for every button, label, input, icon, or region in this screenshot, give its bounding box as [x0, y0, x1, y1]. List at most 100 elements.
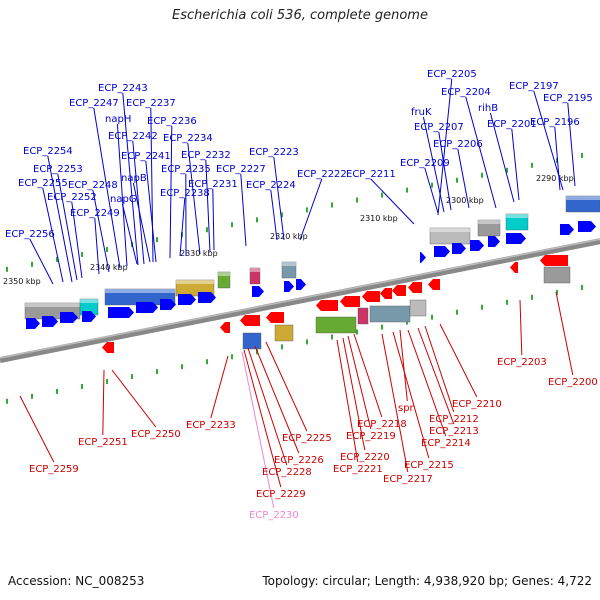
top-gene-label: ECP_2232 — [181, 150, 231, 161]
gene-block-shade — [566, 196, 600, 200]
leader-line — [29, 238, 54, 285]
top-gene-label: ECP_2196 — [530, 117, 580, 128]
bottom-gene-label: ECP_2230 — [249, 510, 299, 521]
tick-mark — [156, 237, 158, 243]
reverse-gene-arrow — [220, 322, 230, 333]
leader-line — [347, 335, 372, 430]
leader-line — [424, 167, 439, 214]
tick-mark — [306, 339, 308, 345]
top-gene-label-group: ECP_2253 — [33, 164, 83, 175]
top-gene-label: ECP_2209 — [400, 158, 450, 169]
bottom-gene-label: ECP_2226 — [274, 455, 324, 466]
reverse-gene-arrow — [266, 312, 284, 323]
top-gene-label: ECP_2211 — [346, 169, 396, 180]
forward-gene-arrow — [26, 318, 40, 329]
top-gene-label: ECP_2231 — [188, 179, 238, 190]
top-gene-label: napH — [105, 114, 131, 125]
top-gene-label-group: ECP_2254 — [23, 146, 73, 157]
leader-line — [417, 327, 455, 425]
leader-line — [392, 331, 430, 459]
gene-block — [543, 266, 571, 284]
gene-block — [409, 299, 427, 317]
bottom-gene-label: ECP_2210 — [452, 399, 502, 410]
gene-block-shade — [250, 268, 260, 272]
forward-gene-arrow — [108, 307, 134, 318]
gene-block-shade — [506, 214, 528, 218]
leader-line — [93, 107, 121, 269]
bottom-gene-label: ECP_2221 — [333, 464, 383, 475]
leader-line — [19, 395, 55, 463]
bottom-gene-label: ECP_2212 — [429, 414, 479, 425]
top-gene-label-group: ECP_2224 — [246, 180, 296, 191]
top-gene-label: rihB — [478, 103, 498, 114]
tick-mark — [306, 207, 308, 213]
top-gene-label: ECP_2242 — [108, 131, 158, 142]
leader-line — [102, 369, 105, 436]
kbp-label: 2290 kbp — [536, 174, 574, 183]
leader-line — [489, 112, 515, 203]
top-gene-label-group: ECP_2211 — [346, 169, 396, 180]
top-gene-label-group: ECP_2196 — [530, 117, 580, 128]
forward-gene-arrow — [252, 286, 264, 297]
leader-line — [212, 188, 215, 251]
bottom-gene-label: ECP_2229 — [256, 489, 306, 500]
top-gene-label: ECP_2238 — [160, 188, 210, 199]
tick-mark — [231, 354, 233, 360]
leader-line — [422, 116, 445, 213]
reverse-gene-arrow — [428, 279, 440, 290]
leader-line — [92, 189, 110, 273]
top-gene-label: ECP_2206 — [433, 139, 483, 150]
forward-gene-arrow — [198, 292, 216, 303]
gene-block-shade — [218, 272, 230, 276]
bottom-gene-label: ECP_2215 — [404, 460, 454, 471]
leader-line — [555, 291, 574, 376]
bottom-gene-label: ECP_2219 — [346, 431, 396, 442]
top-gene-label: ECP_2237 — [126, 98, 176, 109]
tick-mark — [481, 172, 483, 178]
leader-line — [42, 187, 64, 283]
leader-line — [145, 160, 157, 263]
leader-line — [370, 178, 415, 225]
genome-axis-highlight — [0, 238, 600, 359]
bottom-gene-label: ECP_2200 — [548, 377, 598, 388]
top-gene-label-group: ECP_2206 — [433, 139, 483, 150]
leader-line — [240, 173, 247, 247]
tick-mark — [331, 334, 333, 340]
kbp-label: 2300 kbp — [446, 196, 484, 205]
top-gene-label: ECP_2249 — [70, 208, 120, 219]
gene-block — [315, 316, 357, 334]
tick-mark — [556, 289, 558, 295]
leader-line — [273, 156, 285, 241]
leader-line — [243, 349, 282, 488]
top-gene-label: fruK — [411, 107, 432, 118]
gene-block-shade — [176, 280, 214, 284]
tick-mark — [531, 294, 533, 300]
top-gene-label-group: ECP_2204 — [441, 87, 491, 98]
forward-gene-arrow — [136, 302, 158, 313]
leader-line — [116, 123, 128, 267]
top-gene-label: ECP_2224 — [246, 180, 296, 191]
leader-line — [437, 78, 453, 216]
leader-line — [205, 159, 211, 253]
bottom-gene-label: ECP_2213 — [429, 426, 479, 437]
leader-line — [407, 329, 447, 437]
tick-mark — [456, 177, 458, 183]
bottom-gene-label: ECP_2251 — [78, 437, 128, 448]
forward-gene-arrow — [420, 252, 426, 263]
forward-gene-arrow — [42, 316, 58, 327]
leader-lines — [19, 78, 576, 509]
gene-block — [369, 305, 411, 323]
top-gene-label-group: ECP_2255 — [18, 178, 68, 189]
gene-block — [505, 213, 529, 231]
bottom-gene-label: ECP_2259 — [29, 464, 79, 475]
gene-block — [357, 307, 369, 325]
tick-mark — [106, 379, 108, 385]
leader-line — [47, 155, 73, 283]
tick-mark — [581, 284, 583, 290]
bottom-gene-label: ECP_2214 — [421, 438, 471, 449]
leader-line — [353, 333, 383, 418]
tick-mark — [56, 388, 58, 394]
top-gene-label: ECP_2236 — [147, 116, 197, 127]
bottom-gene-label: ECP_2233 — [186, 420, 236, 431]
leader-line — [132, 182, 151, 263]
